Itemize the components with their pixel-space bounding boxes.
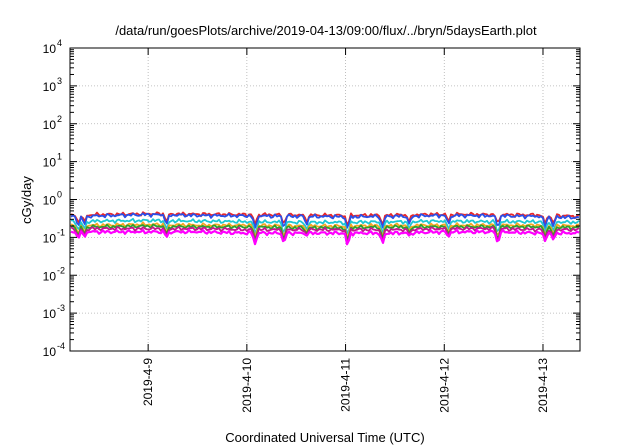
y-axis-label: cGy/day [19,176,34,224]
y-tick-label: 10 [43,231,57,245]
y-tick-base: 10 [43,194,57,208]
chart-title: /data/run/goesPlots/archive/2019-04-13/0… [115,23,537,38]
y-tick-base: 10 [43,231,57,245]
y-tick-label: 10 [43,194,57,208]
x-tick-label: 2019-4-12 [437,358,451,413]
y-tick-exponent: 4 [57,38,62,48]
grid [70,48,580,351]
x-tick-label: 2019-4-13 [536,358,550,413]
y-tick-exponent: 1 [57,152,62,162]
y-tick-base: 10 [43,307,57,321]
x-tick-label: 2019-4-11 [339,358,353,412]
y-tick-label: 10 [43,269,57,283]
x-tick-label: 2019-4-9 [141,358,155,406]
y-tick-exponent: 2 [57,114,62,124]
ticks [70,47,580,352]
y-tick-label: 10 [43,118,57,132]
y-tick-label: 10 [43,307,57,321]
y-tick-exponent: 3 [57,76,62,86]
y-tick-base: 10 [43,269,57,283]
series-layer [70,211,580,246]
series-line-6 [70,226,580,244]
y-tick-exponent: -2 [57,265,65,275]
y-tick-exponent: -3 [57,303,65,313]
y-tick-label: 10 [43,80,57,94]
y-tick-exponent: -4 [57,341,65,351]
series-line-7 [70,228,580,246]
x-tick-labels: 2019-4-9 2019-4-10 2019-4-11 2019-4-12 2019-… [141,358,550,413]
y-tick-label: 10 [43,42,57,56]
y-tick-exponent: 0 [57,190,62,200]
x-tick-label: 2019-4-10 [240,358,254,413]
y-tick-label: 10 [43,345,57,359]
y-tick-label: 10 [43,156,57,170]
x-axis-label: Coordinated Universal Time (UTC) [225,430,424,445]
series-line-3 [71,217,580,236]
y-tick-base: 10 [43,42,57,56]
y-tick-base: 10 [43,345,57,359]
y-tick-base: 10 [43,80,57,94]
y-tick-base: 10 [43,118,57,132]
y-tick-exponent: -1 [57,227,65,237]
series-line-2 [70,212,580,229]
y-tick-base: 10 [43,156,57,170]
series-line-5 [70,223,580,241]
